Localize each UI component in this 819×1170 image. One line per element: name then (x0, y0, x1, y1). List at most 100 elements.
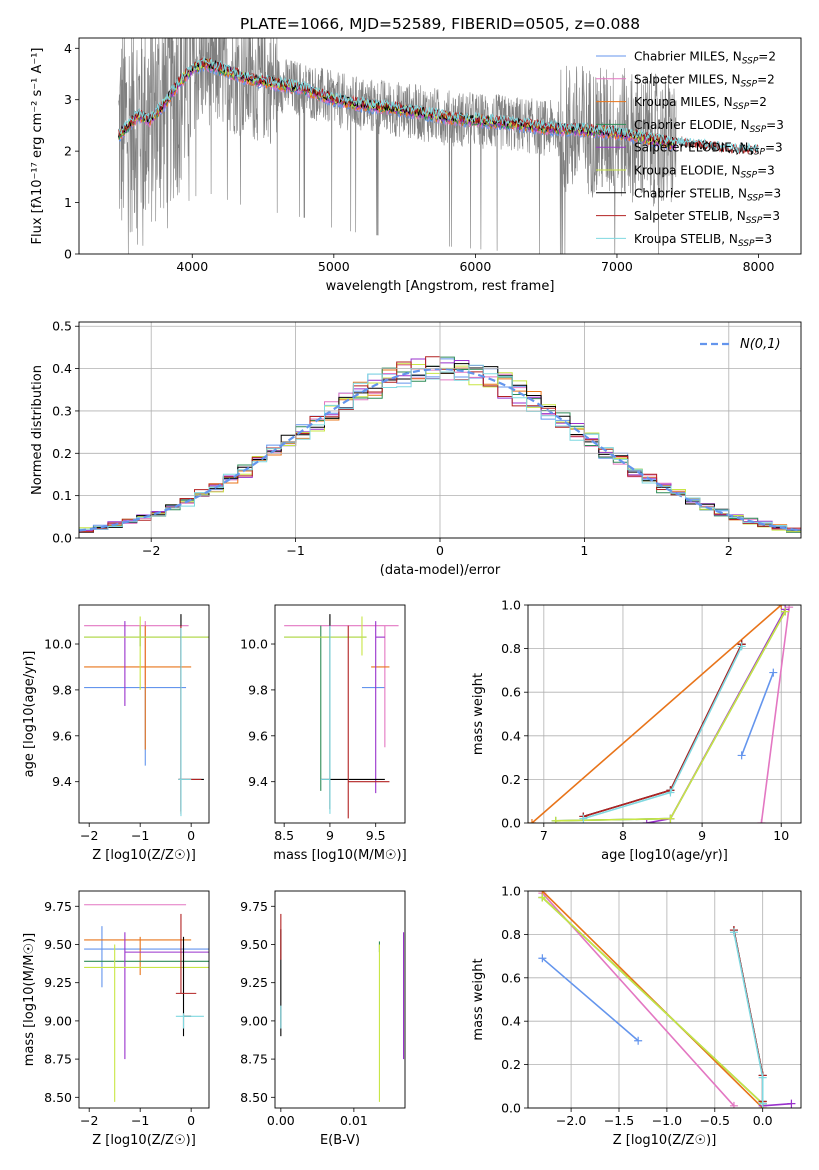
x-tick-label: −0.5 (700, 1113, 730, 1128)
y-tick-label: 9.50 (44, 937, 72, 952)
legend-label: Chabrier MILES, NSSP=2 (634, 50, 776, 67)
y-tick-label: 8.50 (44, 1090, 72, 1105)
mass-weight-line (531, 605, 782, 823)
x-tick-label: 5000 (318, 259, 350, 274)
legend-label: Salpeter ELODIE, NSSP=3 (634, 141, 783, 158)
x-tick-label: 9 (326, 828, 334, 843)
residuals-panel: −2 −1 0 1 2 0.0 0.1 0.2 0.3 0.4 0.5 (data-model)/er… (30, 319, 802, 578)
spectrum-plot-area (118, 38, 759, 254)
y-tick-label: 0.4 (501, 728, 521, 743)
plus-marker (666, 814, 675, 823)
y-tick-label: 9.00 (44, 1013, 72, 1028)
plus-marker (785, 605, 794, 612)
y-tick-label: 9.75 (44, 899, 72, 914)
mass-weight-line (740, 672, 775, 756)
y-tick-label: 0.4 (501, 1014, 521, 1029)
plus-marker (551, 816, 560, 823)
y-axis-label: mass [log10(M/M☉)] (22, 933, 37, 1066)
y-tick-label: 9.8 (248, 682, 268, 697)
y-tick-label: 0.1 (52, 488, 72, 503)
mass_weight_vs_Z-panel: −2.0 −1.5 −1.0 −0.5 0.0 0.0 0.2 0.4 0.6 0.8 1.0 Z [… (471, 884, 802, 1148)
y-tick-label: 0.2 (501, 1057, 521, 1072)
x-tick-label: 0.00 (267, 1113, 295, 1128)
axes-frame (527, 890, 802, 1109)
x-tick-label: 7 (540, 828, 548, 843)
mass-weight-line (541, 896, 764, 1105)
plus-marker (781, 607, 790, 616)
y-axis-label: Flux [fλ10⁻¹⁷ erg cm⁻² s⁻¹ A⁻¹] (30, 48, 45, 245)
axes-frame (78, 604, 210, 824)
legend-label: Chabrier STELIB, NSSP=3 (634, 186, 781, 203)
x-tick-label: 8 (619, 828, 627, 843)
y-tick-label: 9.25 (44, 975, 72, 990)
y-tick-label: 0.8 (501, 927, 521, 942)
x-tick-label: −1.5 (604, 1113, 634, 1128)
x-tick-label: −1.0 (652, 1113, 682, 1128)
x-tick-label: 10 (773, 828, 789, 843)
x-tick-label: 0.01 (340, 1113, 368, 1128)
x-axis-label: E(B-V) (320, 1133, 360, 1148)
y-tick-label: 9.4 (248, 774, 268, 789)
y-axis-label: Normed distribution (30, 365, 45, 495)
y-tick-label: 0.0 (501, 1101, 521, 1116)
figure-title: PLATE=1066, MJD=52589, FIBERID=0505, z=0… (240, 15, 640, 33)
legend-label: Chabrier ELODIE, NSSP=3 (634, 118, 784, 135)
spectrum-panel: 4000 5000 6000 7000 8000 0 1 2 3 4 wavelength [Ang… (30, 37, 802, 294)
plus-marker (787, 1099, 796, 1108)
y-tick-label: 3 (64, 92, 72, 107)
y-tick-label: 0 (64, 247, 72, 262)
x-tick-label: 0.0 (753, 1113, 773, 1128)
x-tick-label: 2 (725, 543, 733, 558)
axes-frame (527, 604, 802, 824)
x-tick-label: −1 (131, 1113, 149, 1128)
plus-marker (528, 819, 536, 823)
mass-weight-line (541, 892, 735, 1107)
legend-label: Salpeter STELIB, NSSP=3 (634, 209, 780, 226)
x-tick-label: −2 (80, 1113, 98, 1128)
legend-label: Kroupa STELIB, NSSP=3 (634, 232, 772, 249)
age_vs_mass-panel: 8.5 9 9.5 9.4 9.6 9.8 10.0 mass [log10(M/M☉)] (240, 604, 407, 863)
x-axis-label: Z [log10(Z/Z☉)] (613, 1133, 717, 1148)
x-axis-label: Z [log10(Z/Z☉)] (92, 848, 196, 863)
y-tick-label: 9.8 (52, 682, 72, 697)
plus-marker (579, 814, 588, 823)
plus-marker (642, 819, 651, 823)
x-tick-label: 8.5 (274, 828, 294, 843)
x-tick-label: 0 (436, 543, 444, 558)
data-spectrum-line (118, 38, 677, 254)
y-tick-label: 8.75 (44, 1052, 72, 1067)
x-tick-label: 1 (580, 543, 588, 558)
axes-frame (78, 37, 802, 255)
y-tick-label: 0.0 (52, 531, 72, 546)
plus-marker (737, 642, 746, 651)
legend-label: N(0,1) (740, 337, 781, 352)
mass_weight_vs_age-plot-area (528, 605, 794, 823)
x-tick-label: −1 (131, 828, 149, 843)
mass_weight_vs_Z-plot-area (538, 891, 796, 1108)
y-tick-label: 0.8 (501, 641, 521, 656)
mass-weight-line (541, 957, 639, 1042)
mass-weight-line (541, 891, 764, 1108)
age_vs_Z-panel: −2 −1 0 9.4 9.6 9.8 10.0 Z [log10(Z/Z☉)] age [lo… (22, 604, 210, 863)
y-tick-label: 1.0 (501, 598, 521, 613)
axes-frame (274, 604, 406, 824)
plus-marker (777, 605, 786, 609)
y-tick-label: 0.2 (52, 446, 72, 461)
plus-marker (729, 1101, 738, 1108)
y-tick-label: 10.0 (44, 637, 72, 652)
model-spectrum-line (118, 56, 759, 153)
legend-label: Salpeter MILES, NSSP=2 (634, 72, 775, 89)
age_vs_Z-plot-area (84, 614, 209, 817)
y-tick-label: 0.5 (52, 319, 72, 334)
mass_weight_vs_age-panel: 7 8 9 10 0.0 0.2 0.4 0.6 0.8 1.0 age [log10(age/yr… (471, 598, 802, 863)
x-axis-label: mass [log10(M/M☉)] (273, 848, 406, 863)
mass-weight-line (762, 1102, 792, 1107)
axes-frame (274, 890, 406, 1109)
mass_vs_Z-plot-area (84, 904, 209, 1102)
y-tick-label: 9.00 (240, 1013, 268, 1028)
x-axis-label: Z [log10(Z/Z☉)] (92, 1133, 196, 1148)
x-tick-label: 9 (698, 828, 706, 843)
x-axis-label: wavelength [Angstrom, rest frame] (326, 279, 555, 294)
plus-marker (757, 819, 766, 823)
